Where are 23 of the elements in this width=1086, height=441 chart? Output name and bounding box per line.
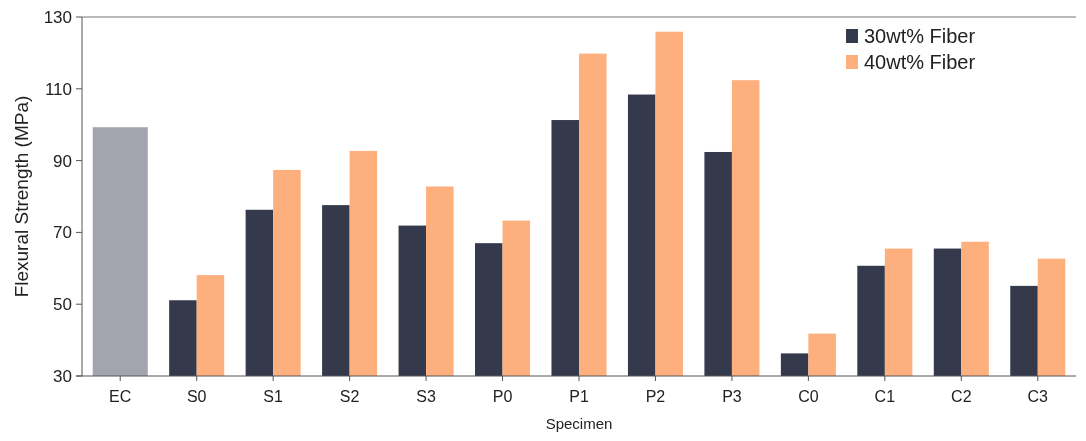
y-tick-label: 30 — [53, 366, 72, 386]
y-tick-label: 110 — [44, 79, 72, 99]
y-tick-label: 90 — [53, 151, 72, 171]
y-tick-label: 50 — [53, 295, 72, 315]
x-tick-label: P3 — [722, 388, 742, 405]
x-tick-label: S2 — [339, 388, 360, 405]
x-tick-label: C3 — [1027, 388, 1049, 405]
legend-label: 40wt% Fiber — [864, 51, 976, 73]
x-tick-label: C1 — [874, 388, 896, 405]
x-tick-label: C0 — [798, 388, 819, 405]
x-tick-label: EC — [109, 388, 132, 405]
x-tick-label: S3 — [416, 388, 436, 405]
x-axis-title: Specimen — [545, 415, 613, 432]
x-tick-label: C2 — [951, 388, 972, 405]
y-axis-title: Flexural Strength (MPa) — [11, 95, 32, 298]
legend-label: 30wt% Fiber — [864, 25, 976, 47]
x-tick-label: P1 — [569, 388, 589, 405]
x-tick-label: P0 — [492, 388, 513, 405]
y-tick-label: 70 — [53, 223, 72, 243]
x-tick-label: S1 — [263, 388, 284, 405]
x-tick-label: S0 — [186, 388, 207, 405]
x-tick-label: P2 — [645, 388, 666, 405]
y-tick-label: 130 — [43, 7, 72, 27]
